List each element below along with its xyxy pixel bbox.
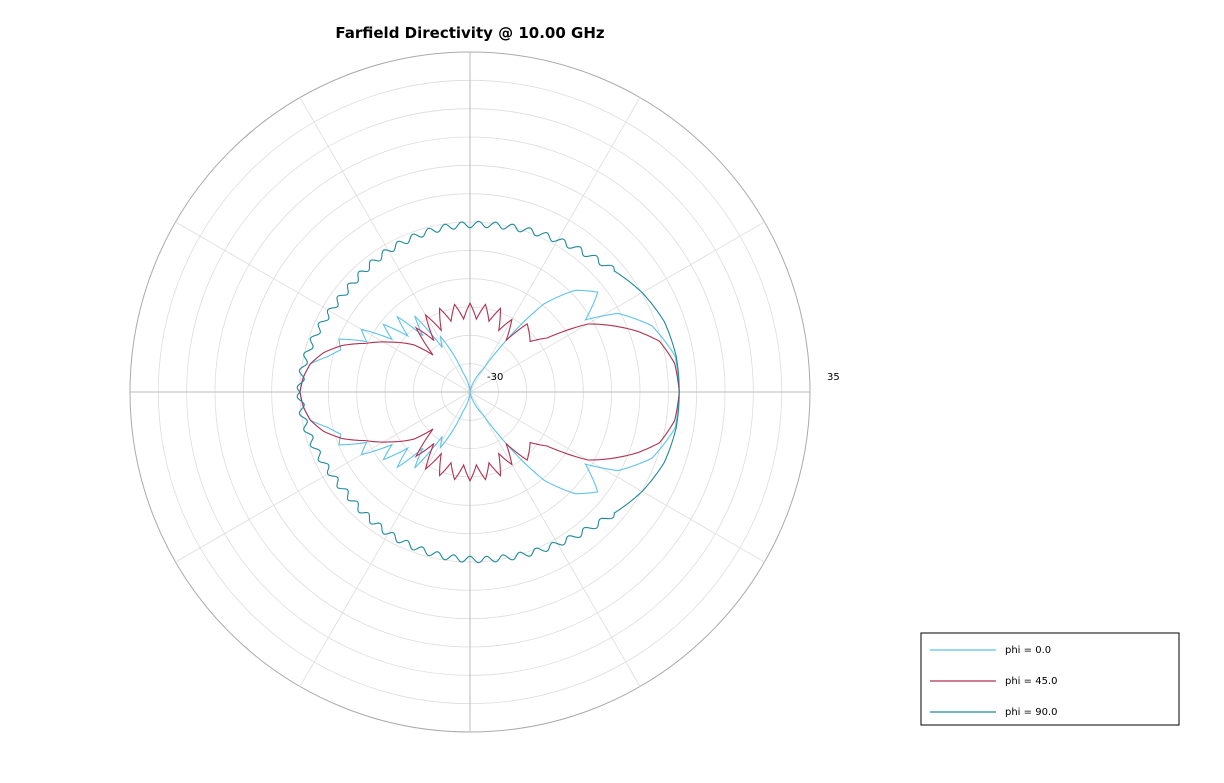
polar-grid xyxy=(129,51,811,733)
r-tick-max: 35 xyxy=(827,372,840,383)
grid-spoke xyxy=(299,391,471,687)
grid-spoke xyxy=(175,221,471,393)
legend: phi = 0.0 phi = 45.0 phi = 90.0 xyxy=(920,632,1180,726)
series-line-phi-90-0 xyxy=(296,220,680,564)
legend-label-phi90: phi = 90.0 xyxy=(1005,707,1057,718)
grid-spoke xyxy=(469,221,765,393)
grid-spoke xyxy=(175,391,471,563)
grid-spoke xyxy=(469,391,641,687)
grid-spoke xyxy=(299,97,471,393)
legend-label-phi45: phi = 45.0 xyxy=(1005,676,1057,687)
legend-box xyxy=(920,632,1180,726)
grid-spoke xyxy=(469,391,765,563)
chart-title: Farfield Directivity @ 10.00 GHz xyxy=(335,24,604,42)
series-group xyxy=(296,220,680,564)
r-tick-min: -30 xyxy=(487,372,503,383)
legend-label-phi0: phi = 0.0 xyxy=(1005,645,1051,656)
grid-spoke xyxy=(469,97,641,393)
